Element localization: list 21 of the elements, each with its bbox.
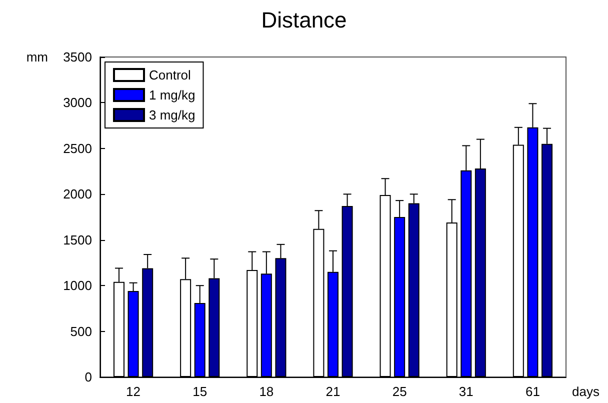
legend-label: 3 mg/kg — [149, 108, 196, 122]
y-tick-label: 1000 — [63, 278, 92, 294]
x-tick-label: 12 — [126, 384, 141, 399]
y-tick-label: 1500 — [63, 232, 92, 248]
y-tick-label: 2000 — [63, 186, 92, 202]
legend-label: 1 mg/kg — [149, 88, 196, 102]
x-tick-label: 18 — [259, 384, 274, 399]
y-tick-label: 3500 — [63, 50, 92, 64]
x-tick-label: 21 — [326, 384, 340, 399]
x-tick-label: 25 — [392, 384, 407, 399]
chart-title: Distance — [261, 8, 347, 32]
x-tick-label: 31 — [458, 384, 474, 399]
x-tick-label: 15 — [192, 384, 208, 399]
y-tick-label: 0 — [84, 370, 92, 384]
x-axis-title: days — [572, 384, 600, 399]
x-tick-label: 61 — [525, 384, 540, 399]
y-tick-label: 2500 — [63, 140, 92, 156]
legend-label: Control — [149, 68, 192, 82]
y-tick-label: 3000 — [63, 95, 92, 110]
y-tick-label: 500 — [70, 324, 92, 339]
y-axis-title: mm — [26, 50, 48, 64]
